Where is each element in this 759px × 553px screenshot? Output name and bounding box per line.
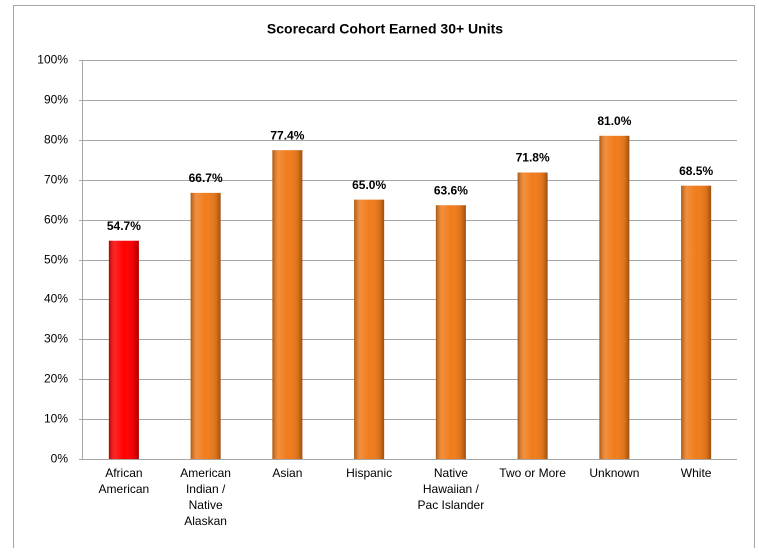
y-tick-label: 50% [44,253,68,267]
y-tick-label: 60% [44,213,68,227]
value-label: 54.7% [107,219,141,233]
x-tick-label: American Indian / Native Alaskan [180,466,231,528]
x-tick-label-box: Asian [272,466,303,480]
y-tick-label: 100% [37,53,68,67]
bar-shade [599,135,630,459]
x-tick-label: Hispanic [346,466,393,480]
y-tick-label: 80% [44,133,68,147]
x-tick-label: Two or More [499,466,566,480]
x-tick-label-box: African American [98,466,150,496]
bar-shade [108,240,139,459]
value-label: 81.0% [597,114,631,128]
y-tick-label: 20% [44,372,68,386]
value-label: 77.4% [270,128,304,142]
value-label: 63.6% [434,183,468,197]
y-tick-label: 40% [44,292,68,306]
x-tick-label: African American [98,466,150,496]
y-tick-label: 70% [44,173,68,187]
value-label: 66.7% [189,171,223,185]
y-tick-label: 30% [44,332,68,346]
y-tick-label: 10% [44,412,68,426]
x-tick-label: White [680,466,712,480]
x-tick-label: Unknown [589,466,640,480]
x-tick-label: Asian [272,466,303,480]
value-label: 65.0% [352,178,386,192]
value-label: 68.5% [679,164,713,178]
y-tick-label: 0% [51,452,69,466]
chart-title: Scorecard Cohort Earned 30+ Units [267,21,503,37]
bar-shade [354,199,385,459]
bar-shade [190,192,221,459]
x-tick-label-box: American Indian / Native Alaskan [180,466,231,528]
x-tick-label-box: White [680,466,712,480]
x-tick-label: Native Hawaiian / Pac Islander [417,466,485,512]
value-label: 71.8% [516,151,550,165]
bar-shade [681,185,712,459]
bar-shade [272,150,303,459]
bar-shade [435,205,466,459]
x-tick-label-box: Unknown [589,466,640,480]
y-tick-label: 90% [44,93,68,107]
x-tick-label-box: Native Hawaiian / Pac Islander [417,466,485,512]
x-tick-label-box: Two or More [499,466,566,480]
x-tick-label-box: Hispanic [346,466,393,480]
bar-shade [517,172,548,459]
